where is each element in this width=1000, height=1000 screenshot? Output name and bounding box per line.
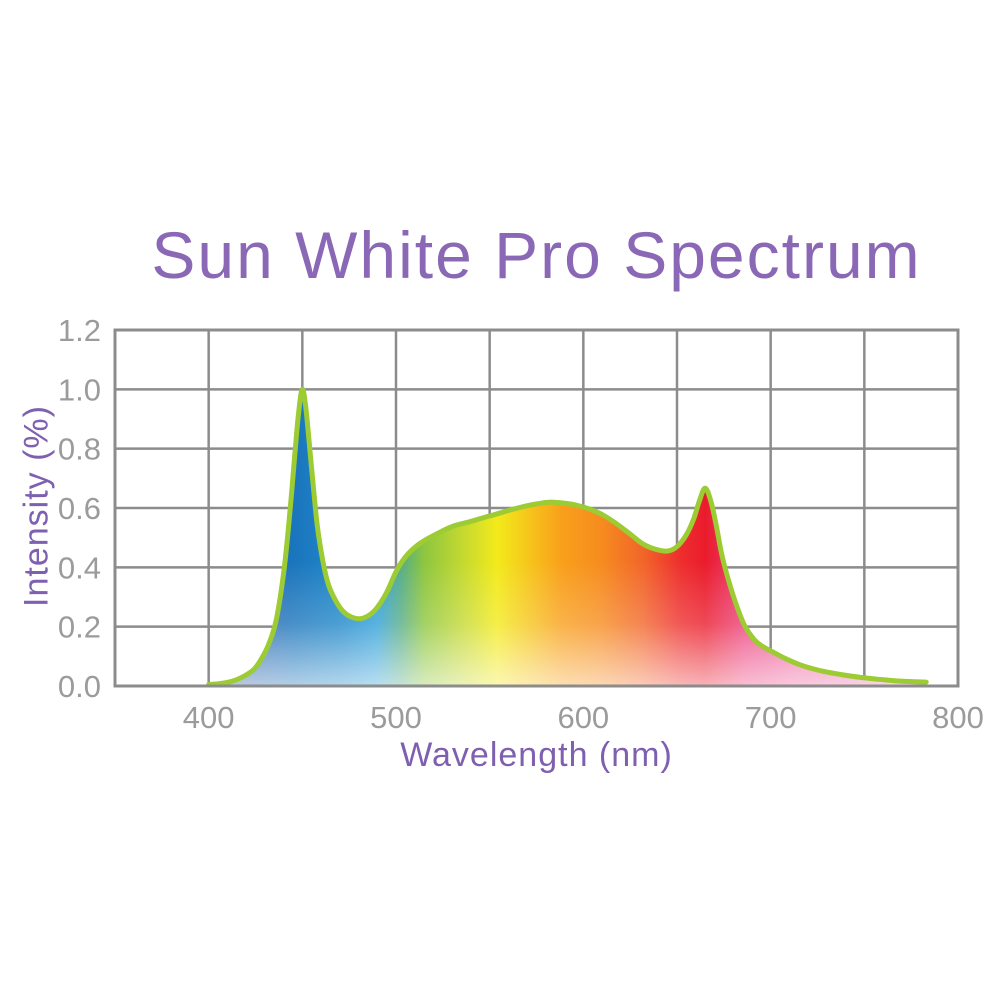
y-tick-labels: 0.0 0.2 0.4 0.6 0.8 1.0 1.2 bbox=[58, 313, 101, 704]
x-tick-label: 400 bbox=[183, 700, 235, 735]
spectrum-fill-fade bbox=[208, 389, 927, 686]
y-tick-label: 1.2 bbox=[58, 313, 101, 348]
chart-title: Sun White Pro Spectrum bbox=[151, 218, 922, 292]
x-tick-labels: 400 500 600 700 800 bbox=[183, 700, 984, 735]
x-tick-label: 500 bbox=[370, 700, 422, 735]
spectrum-outline bbox=[206, 386, 929, 687]
plot-border bbox=[113, 328, 960, 688]
y-tick-label: 0.2 bbox=[58, 610, 101, 645]
x-tick-label: 700 bbox=[745, 700, 797, 735]
y-tick-label: 1.0 bbox=[58, 372, 101, 407]
y-tick-label: 0.8 bbox=[58, 432, 101, 467]
y-tick-label: 0.0 bbox=[58, 669, 101, 704]
x-axis-title: Wavelength (nm) bbox=[400, 736, 673, 774]
x-tick-label: 800 bbox=[932, 700, 984, 735]
spectrum-curve bbox=[206, 386, 929, 687]
y-tick-label: 0.6 bbox=[58, 491, 101, 526]
y-tick-label: 0.4 bbox=[58, 550, 101, 585]
x-tick-label: 600 bbox=[557, 700, 609, 735]
